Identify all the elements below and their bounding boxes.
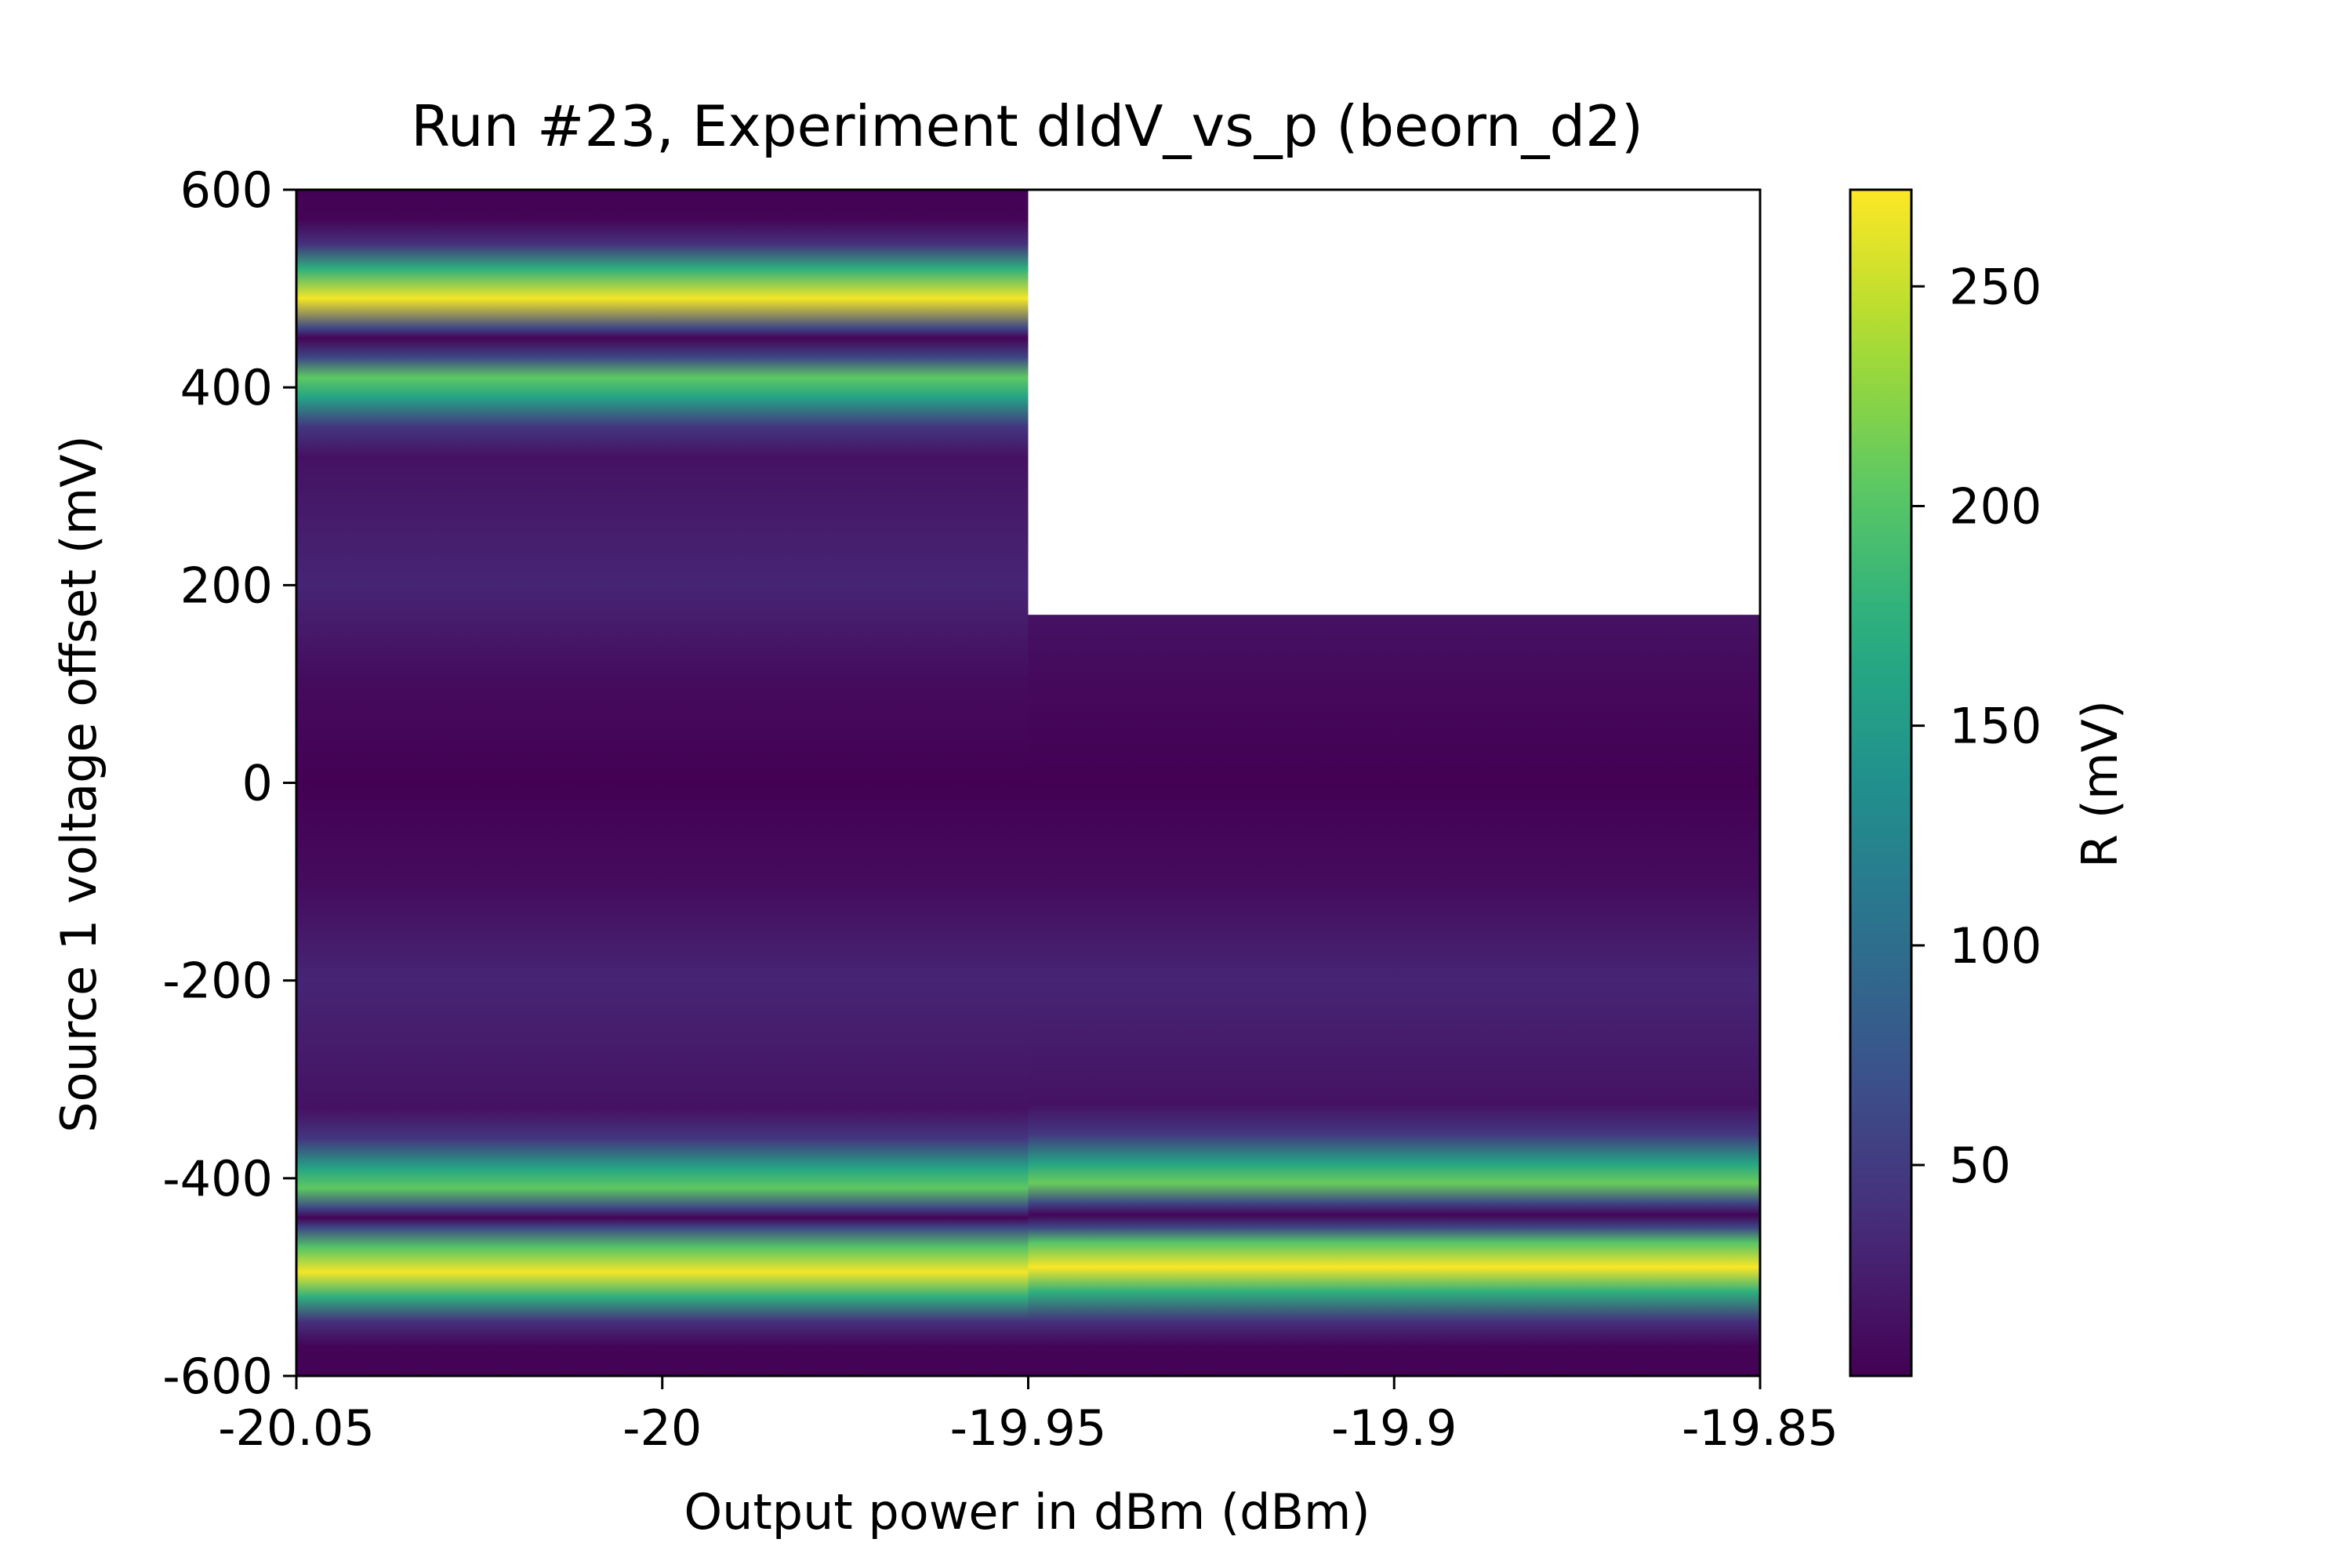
colorbar-tick-label: 250 bbox=[1949, 258, 2042, 315]
x-tick-label: -19.95 bbox=[950, 1399, 1107, 1457]
colorbar-tick-label: 150 bbox=[1949, 698, 2042, 755]
x-axis: -20.05 -20 -19.95 -19.9 -19.85 bbox=[218, 1376, 1838, 1457]
colorbar: 50 100 150 200 250 bbox=[1849, 188, 2042, 1377]
plot-area bbox=[296, 190, 1760, 1376]
y-tick-label: -200 bbox=[162, 953, 273, 1010]
y-tick-label: 600 bbox=[180, 162, 273, 219]
colorbar-gradient bbox=[1849, 188, 1913, 1377]
y-tick-label: 400 bbox=[180, 359, 273, 416]
x-tick-label: -20 bbox=[622, 1399, 702, 1457]
x-tick-label: -19.85 bbox=[1682, 1399, 1838, 1457]
y-tick-label: -600 bbox=[162, 1348, 273, 1405]
heatmap-column-2 bbox=[1028, 615, 1760, 1376]
heatmap-column-1 bbox=[296, 190, 1029, 1376]
y-tick-label: 200 bbox=[180, 557, 273, 614]
y-tick-label: -400 bbox=[162, 1150, 273, 1207]
y-tick-label: 0 bbox=[242, 755, 273, 812]
colorbar-tick-label: 200 bbox=[1949, 477, 2042, 535]
y-axis: 600 400 200 0 -200 -400 -600 bbox=[162, 162, 296, 1405]
x-tick-label: -19.9 bbox=[1331, 1399, 1457, 1457]
chart-title: Run #23, Experiment dIdV_vs_p (beorn_d2) bbox=[411, 93, 1643, 159]
x-tick-label: -20.05 bbox=[218, 1399, 375, 1457]
colorbar-tick-label: 100 bbox=[1949, 917, 2042, 975]
colorbar-label: R (mV) bbox=[2071, 700, 2129, 868]
y-axis-label: Source 1 voltage offset (mV) bbox=[50, 435, 107, 1132]
x-axis-label: Output power in dBm (dBm) bbox=[684, 1483, 1370, 1541]
colorbar-tick-label: 50 bbox=[1949, 1137, 2011, 1194]
